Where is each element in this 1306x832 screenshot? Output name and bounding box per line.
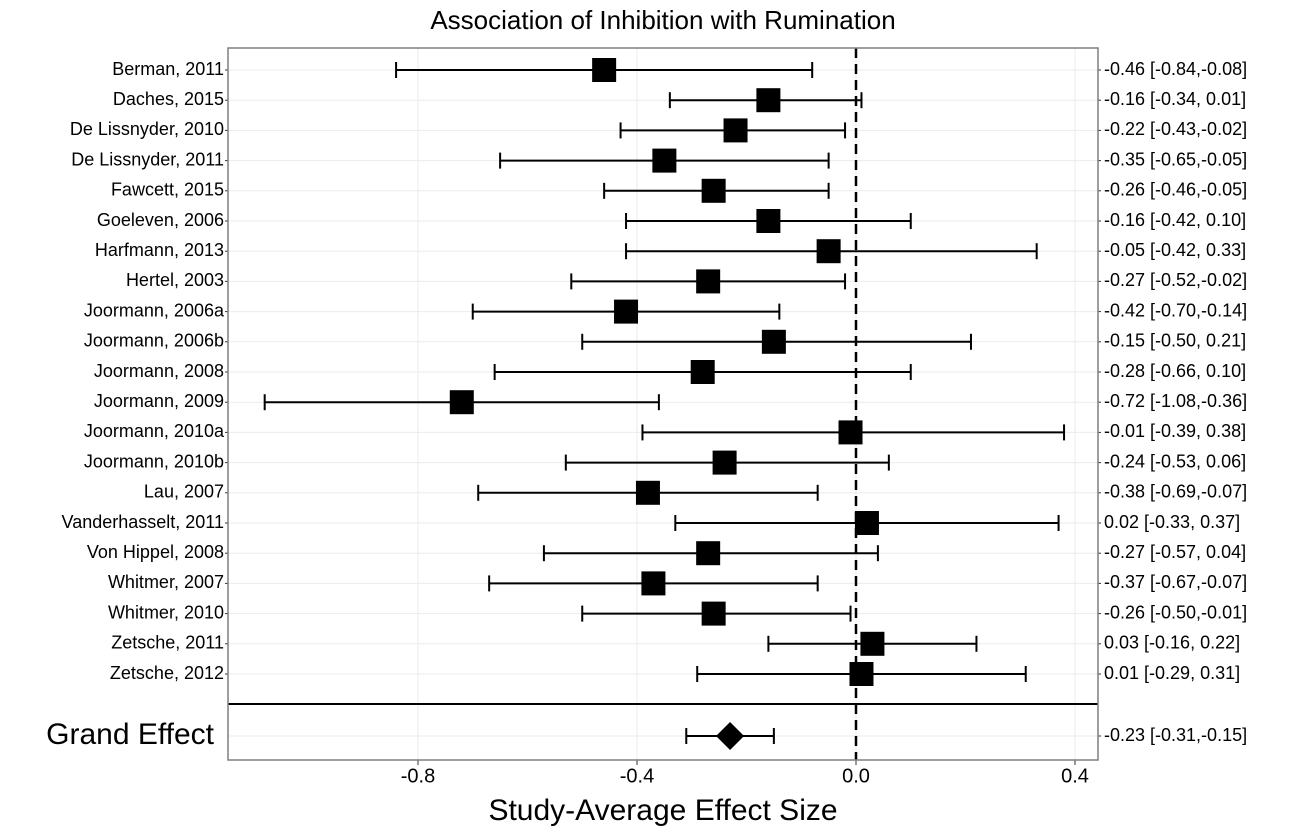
x-tick-label: 0.0 — [842, 765, 870, 787]
y-tick-label: Joormann, 2010a — [84, 421, 225, 441]
summary-label: Grand Effect — [46, 718, 215, 751]
effect-marker — [756, 88, 781, 113]
value-label: -0.26 [-0.46,-0.05] — [1104, 180, 1247, 200]
plot-border — [227, 47, 1099, 761]
value-label: -0.42 [-0.70,-0.14] — [1104, 300, 1247, 320]
y-tick-label: Joormann, 2009 — [94, 391, 224, 411]
value-label: -0.16 [-0.42, 0.10] — [1104, 210, 1246, 230]
effect-marker — [849, 662, 874, 686]
x-tick-label: 0.4 — [1061, 765, 1089, 787]
effect-marker — [761, 329, 786, 354]
y-tick-label: Joormann, 2008 — [94, 361, 224, 381]
effect-marker — [690, 360, 715, 384]
effect-marker — [701, 601, 726, 626]
x-tick-label: -0.8 — [401, 765, 435, 787]
y-tick-label: Joormann, 2006b — [84, 331, 224, 351]
value-label: 0.03 [-0.16, 0.22] — [1104, 633, 1240, 653]
y-tick-label: Joormann, 2010b — [84, 451, 224, 471]
effect-marker — [756, 209, 781, 233]
value-label: -0.26 [-0.50,-0.01] — [1104, 602, 1247, 622]
y-tick-label: Vanderhasselt, 2011 — [62, 512, 224, 532]
effect-marker — [641, 571, 666, 596]
value-label: -0.27 [-0.57, 0.04] — [1104, 542, 1246, 562]
y-tick-label: Zetsche, 2011 — [111, 633, 224, 653]
value-label: -0.16 [-0.34, 0.01] — [1104, 89, 1246, 109]
value-label: -0.01 [-0.39, 0.38] — [1104, 421, 1246, 441]
effect-marker — [696, 269, 721, 294]
effect-marker — [701, 178, 726, 203]
value-label: -0.05 [-0.42, 0.33] — [1104, 240, 1246, 260]
value-label: -0.38 [-0.69,-0.07] — [1104, 482, 1247, 502]
effect-marker — [614, 299, 639, 324]
y-tick-label: Daches, 2015 — [113, 89, 224, 109]
y-tick-label: Harfmann, 2013 — [95, 240, 224, 260]
effect-marker — [723, 118, 748, 143]
effect-marker — [652, 148, 677, 173]
y-tick-label: Berman, 2011 — [112, 59, 224, 79]
x-tick-label: -0.4 — [620, 765, 654, 787]
effect-marker — [592, 58, 617, 82]
y-tick-label: De Lissnyder, 2010 — [70, 119, 224, 139]
y-tick-label: De Lissnyder, 2011 — [71, 149, 224, 169]
value-label: -0.22 [-0.43,-0.02] — [1104, 119, 1247, 139]
effect-marker — [816, 239, 841, 264]
value-label: -0.28 [-0.66, 0.10] — [1104, 361, 1246, 381]
x-axis-label: Study-Average Effect Size — [488, 794, 837, 827]
y-tick-label: Fawcett, 2015 — [111, 180, 224, 200]
effect-marker — [635, 480, 660, 505]
value-label: 0.02 [-0.33, 0.37] — [1104, 512, 1240, 532]
effect-marker — [860, 631, 885, 656]
y-tick-label: Lau, 2007 — [144, 482, 224, 502]
effect-marker — [712, 450, 737, 475]
y-tick-label: Whitmer, 2010 — [108, 602, 224, 622]
chart-title: Association of Inhibition with Ruminatio… — [430, 5, 895, 35]
value-label: -0.15 [-0.50, 0.21] — [1104, 331, 1246, 351]
y-tick-label: Joormann, 2006a — [84, 300, 225, 320]
value-label: -0.24 [-0.53, 0.06] — [1104, 451, 1246, 471]
effect-marker — [838, 420, 863, 445]
y-tick-label: Hertel, 2003 — [126, 270, 224, 290]
summary-diamond — [716, 722, 745, 750]
value-label: -0.72 [-1.08,-0.36] — [1104, 391, 1247, 411]
value-label: 0.01 [-0.29, 0.31] — [1104, 663, 1240, 683]
effect-marker — [696, 541, 721, 566]
value-label: -0.35 [-0.65,-0.05] — [1104, 149, 1247, 169]
effect-marker — [854, 511, 879, 535]
effect-marker — [449, 390, 474, 415]
value-label: -0.27 [-0.52,-0.02] — [1104, 270, 1247, 290]
y-tick-label: Goeleven, 2006 — [97, 210, 224, 230]
value-label: -0.37 [-0.67,-0.07] — [1104, 572, 1247, 592]
y-tick-label: Zetsche, 2012 — [110, 663, 224, 683]
value-label: -0.46 [-0.84,-0.08] — [1104, 59, 1247, 79]
summary-value-label: -0.23 [-0.31,-0.15] — [1104, 725, 1247, 745]
y-tick-label: Von Hippel, 2008 — [87, 542, 224, 562]
y-tick-label: Whitmer, 2007 — [108, 572, 224, 592]
